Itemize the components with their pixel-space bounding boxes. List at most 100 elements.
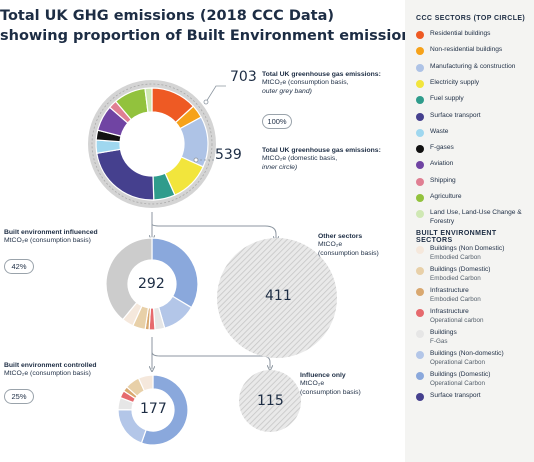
be-legend-item: Buildings (Non-domestic) Operational Carb… xyxy=(416,350,534,367)
legend-swatch xyxy=(416,194,424,202)
legend-swatch xyxy=(416,177,424,186)
legend-label: Aviation xyxy=(430,160,454,168)
ccc-legend-heading: CCC SECTORS (TOP CIRCLE) xyxy=(416,15,526,22)
be-legend-item: Buildings (Domestic) Embodied Carbon xyxy=(416,266,534,283)
ccc-legend-item: Manufacturing & construction xyxy=(416,63,534,72)
emissions-charts xyxy=(88,80,337,446)
influence-only-circle xyxy=(239,370,301,432)
ccc-legend-item: Electricity supply xyxy=(416,79,534,88)
ccc-legend-item: Surface transport xyxy=(416,112,534,121)
outer-total-unit: MtCO₂e (consumption basis, xyxy=(262,79,349,87)
legend-label: Infrastructure Embodied Carbon xyxy=(430,287,481,304)
legend-label: Waste xyxy=(430,127,449,135)
built-controlled-donut xyxy=(117,374,189,446)
controlled-label: Built environment controlled MtCO₂e (con… xyxy=(4,362,124,379)
other-sectors-unit2: (consumption basis) xyxy=(318,249,379,257)
built-influenced-donut xyxy=(105,237,199,331)
legend-label-sub: Embodied Carbon xyxy=(430,295,481,303)
ccc-legend-item: Aviation xyxy=(416,160,534,170)
legend-label-sub: Operational Carbon xyxy=(430,379,485,387)
be-legend-item: Surface transport xyxy=(416,392,534,401)
legend-label: Surface transport xyxy=(430,392,481,401)
legend-label: Fuel supply xyxy=(430,95,464,103)
ccc-legend-item: Agriculture xyxy=(416,193,534,202)
legend-label-main: Buildings (Non Domestic) xyxy=(430,245,505,252)
other-sectors-label: Other sectors MtCO₂e (consumption basis) xyxy=(318,233,404,258)
inner-total-label-bold: Total UK greenhouse gas emissions: xyxy=(262,147,381,154)
be-legend-item: Buildings F-Gas xyxy=(416,329,534,346)
be-legend-item: Infrastructure Embodied Carbon xyxy=(416,287,534,304)
legend-label-sub: F-Gas xyxy=(430,337,448,345)
ccc-legend-item: Shipping xyxy=(416,177,534,186)
be-legend-item: Infrastructure Operational carbon xyxy=(416,308,534,325)
ccc-legend-item: Non-residential buildings xyxy=(416,46,534,56)
legend-swatch xyxy=(416,161,424,170)
legend-swatch xyxy=(416,96,424,105)
inner-total-italic: inner circle) xyxy=(262,163,298,171)
legend-label-sub: Embodied Carbon xyxy=(430,274,481,282)
outer-percent-pill: 100% xyxy=(262,114,292,129)
title-line-1: Total UK GHG emissions (2018 CCC Data) xyxy=(0,8,334,24)
legend-label: Land Use, Land-Use Change & Forestry xyxy=(430,209,522,225)
chart-title: Total UK GHG emissions (2018 CCC Data) s… xyxy=(0,6,420,46)
be-legend-item: Buildings (Domestic) Operational Carbon xyxy=(416,371,534,388)
legend-label-sub: Operational Carbon xyxy=(430,358,485,366)
legend-swatch xyxy=(416,393,424,401)
legend-label-main: Buildings (Non-domestic) xyxy=(430,350,504,357)
legend-label: Electricity supply xyxy=(430,78,480,86)
influence-only-value: 115 xyxy=(257,393,284,409)
legend-swatch xyxy=(416,267,424,275)
legend-swatch xyxy=(416,372,424,380)
legend-label-main: Surface transport xyxy=(430,392,481,399)
outer-total-label: Total UK greenhouse gas emissions: MtCO₂… xyxy=(262,71,404,96)
legend-label-main: Infrastructure xyxy=(430,308,469,315)
ccc-legend-item: Land Use, Land-Use Change & Forestry xyxy=(416,209,534,226)
legend-swatch xyxy=(416,79,424,88)
influence-only-unit2: (consumption basis) xyxy=(300,388,361,396)
controlled-value: 177 xyxy=(140,401,167,417)
be-legend-item: Buildings (Non Domestic) Embodied Carbon xyxy=(416,245,534,262)
legend-label: Buildings F-Gas xyxy=(430,329,457,346)
controlled-label-bold: Built environment controlled xyxy=(4,362,97,369)
legend-label-main: Buildings (Domestic) xyxy=(430,371,491,378)
legend-label-sub: Operational carbon xyxy=(430,316,484,324)
legend-swatch xyxy=(416,31,424,39)
legend-swatch xyxy=(416,47,424,56)
ccc-legend-item: F-gases xyxy=(416,144,534,154)
legend-label: Infrastructure Operational carbon xyxy=(430,308,484,325)
legend-label-main: Buildings (Domestic) xyxy=(430,266,491,273)
controlled-percent-pill: 25% xyxy=(4,389,34,404)
legend-label: Surface transport xyxy=(430,111,481,119)
other-sectors-value: 411 xyxy=(265,288,292,304)
influence-only-unit: MtCO₂e xyxy=(300,380,325,388)
legend-label-main: Infrastructure xyxy=(430,287,469,294)
legend-swatch xyxy=(416,112,424,121)
legend-label-sub: Embodied Carbon xyxy=(430,253,481,261)
legend-swatch xyxy=(416,128,424,137)
controlled-unit: MtCO₂e (consumption basis) xyxy=(4,370,91,378)
legend-swatch xyxy=(416,210,424,219)
inner-total-unit: MtCO₂e (domestic basis, xyxy=(262,155,338,163)
influence-only-label: Influence only MtCO₂e (consumption basis… xyxy=(300,372,400,397)
legend-panel xyxy=(405,0,534,462)
influence-only-label-bold: Influence only xyxy=(300,372,346,379)
other-sectors-circle xyxy=(217,238,337,358)
influenced-percent-pill: 42% xyxy=(4,259,34,274)
inner-total-label: Total UK greenhouse gas emissions: MtCO₂… xyxy=(262,147,404,172)
legend-swatch xyxy=(416,330,424,338)
legend-swatch xyxy=(416,351,424,359)
legend-label: Buildings (Non-domestic) Operational Carb… xyxy=(430,350,504,367)
outer-dashed-ring xyxy=(91,83,213,205)
ccc-sectors-donut xyxy=(95,87,209,201)
legend-label-main: Buildings xyxy=(430,329,457,336)
legend-swatch xyxy=(416,145,424,154)
be-legend-heading: BUILT ENVIRONMENT SECTORS xyxy=(416,230,497,244)
inner-total-value: 539 xyxy=(215,147,242,163)
influenced-label-bold: Built environment influenced xyxy=(4,229,98,236)
influenced-value: 292 xyxy=(138,276,165,292)
legend-label: Agriculture xyxy=(430,193,462,200)
outer-total-value: 703 xyxy=(230,69,257,85)
influenced-label: Built environment influenced MtCO₂e (con… xyxy=(4,229,124,246)
ccc-legend-item: Waste xyxy=(416,128,534,137)
legend-label: Buildings (Domestic) Embodied Carbon xyxy=(430,266,490,283)
